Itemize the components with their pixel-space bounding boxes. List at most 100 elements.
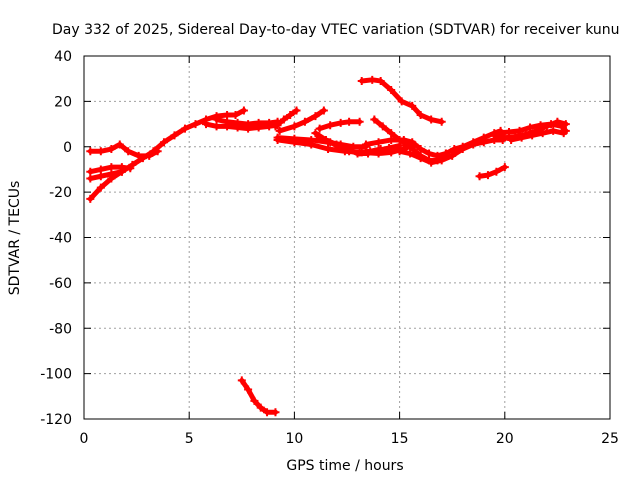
data-point <box>273 135 282 144</box>
data-point <box>117 167 126 176</box>
x-tick-label: 15 <box>391 431 409 447</box>
data-point <box>368 75 377 84</box>
data-point <box>385 143 394 152</box>
data-point <box>271 122 280 131</box>
data-point <box>271 408 280 417</box>
series-arc-18 <box>475 163 509 181</box>
data-point <box>86 147 95 156</box>
data-point <box>387 129 396 138</box>
series-arc-6 <box>212 115 282 129</box>
data-point <box>536 121 545 130</box>
data-point <box>416 154 425 163</box>
data-point <box>425 149 434 158</box>
data-point <box>275 126 284 135</box>
data-point <box>286 110 295 119</box>
data-point <box>406 149 415 158</box>
data-point <box>124 147 133 156</box>
data-point <box>547 120 556 129</box>
data-point <box>475 172 484 181</box>
data-point <box>458 145 467 154</box>
data-point <box>96 172 105 181</box>
data-point <box>86 167 95 176</box>
data-point <box>311 112 320 121</box>
x-tick-label: 20 <box>496 431 514 447</box>
data-point <box>374 146 383 155</box>
data-point <box>494 129 503 138</box>
data-point <box>212 115 221 124</box>
data-point <box>361 140 370 149</box>
data-arcs <box>86 75 570 417</box>
data-point <box>265 118 274 127</box>
data-point <box>332 140 341 149</box>
data-point <box>517 133 526 142</box>
data-point <box>324 145 333 154</box>
series-arc-11 <box>315 117 364 133</box>
data-point <box>96 183 105 192</box>
data-point <box>505 128 514 137</box>
plot-frame <box>83 55 611 420</box>
series-arc-22 <box>237 376 280 417</box>
data-point <box>300 117 309 126</box>
data-point <box>180 124 189 133</box>
data-point <box>290 138 299 147</box>
data-point <box>395 147 404 156</box>
data-point <box>279 115 288 124</box>
data-point <box>315 124 324 133</box>
data-point <box>433 151 442 160</box>
series-arc-4 <box>86 167 126 183</box>
data-point <box>223 117 232 126</box>
grid-lines <box>84 56 610 419</box>
data-point <box>191 120 200 129</box>
data-point <box>515 126 524 135</box>
data-point <box>437 156 446 165</box>
data-point <box>353 149 362 158</box>
data-point <box>561 120 570 129</box>
data-point <box>233 118 242 127</box>
data-point <box>374 138 383 147</box>
data-point <box>292 106 301 115</box>
x-tick-label: 5 <box>185 431 194 447</box>
series-arc-8 <box>275 106 328 135</box>
data-point <box>107 169 116 178</box>
data-point <box>387 135 396 144</box>
series-line <box>272 107 300 129</box>
y-tick-label: -80 <box>49 321 72 337</box>
series-line <box>477 164 508 179</box>
data-point <box>107 145 116 154</box>
data-point <box>437 117 446 126</box>
data-point <box>115 140 124 149</box>
data-point <box>126 164 135 173</box>
data-point <box>244 385 253 394</box>
y-axis-label: SDTVAR / TECUs <box>7 181 23 296</box>
series-arc-13 <box>311 129 404 158</box>
data-point <box>399 135 408 144</box>
data-point <box>490 131 499 140</box>
data-point <box>244 120 253 129</box>
data-point <box>263 408 272 417</box>
data-point <box>153 147 162 156</box>
data-point <box>483 171 492 180</box>
data-point <box>311 129 320 138</box>
data-point <box>223 110 232 119</box>
data-point <box>397 97 406 106</box>
y-tick-label: 0 <box>63 140 72 156</box>
data-point <box>96 165 105 174</box>
data-point <box>355 117 364 126</box>
y-tick-label: -100 <box>40 367 72 383</box>
y-tick-label: -20 <box>49 185 72 201</box>
chart-title: Day 332 of 2025, Sidereal Day-to-day VTE… <box>52 22 620 38</box>
y-tick-label: -120 <box>40 412 72 428</box>
series-arc-7 <box>271 106 301 131</box>
x-axis-label: GPS time / hours <box>286 458 403 474</box>
data-point <box>321 135 330 144</box>
data-point <box>526 123 535 132</box>
data-point <box>237 376 246 385</box>
series-arc-16 <box>361 126 505 160</box>
series-arc-17 <box>395 135 507 167</box>
data-point <box>416 110 425 119</box>
y-tick-label: 20 <box>54 94 72 110</box>
data-point <box>492 167 501 176</box>
data-point <box>549 126 558 135</box>
series-line <box>87 169 125 182</box>
data-point <box>326 121 335 130</box>
